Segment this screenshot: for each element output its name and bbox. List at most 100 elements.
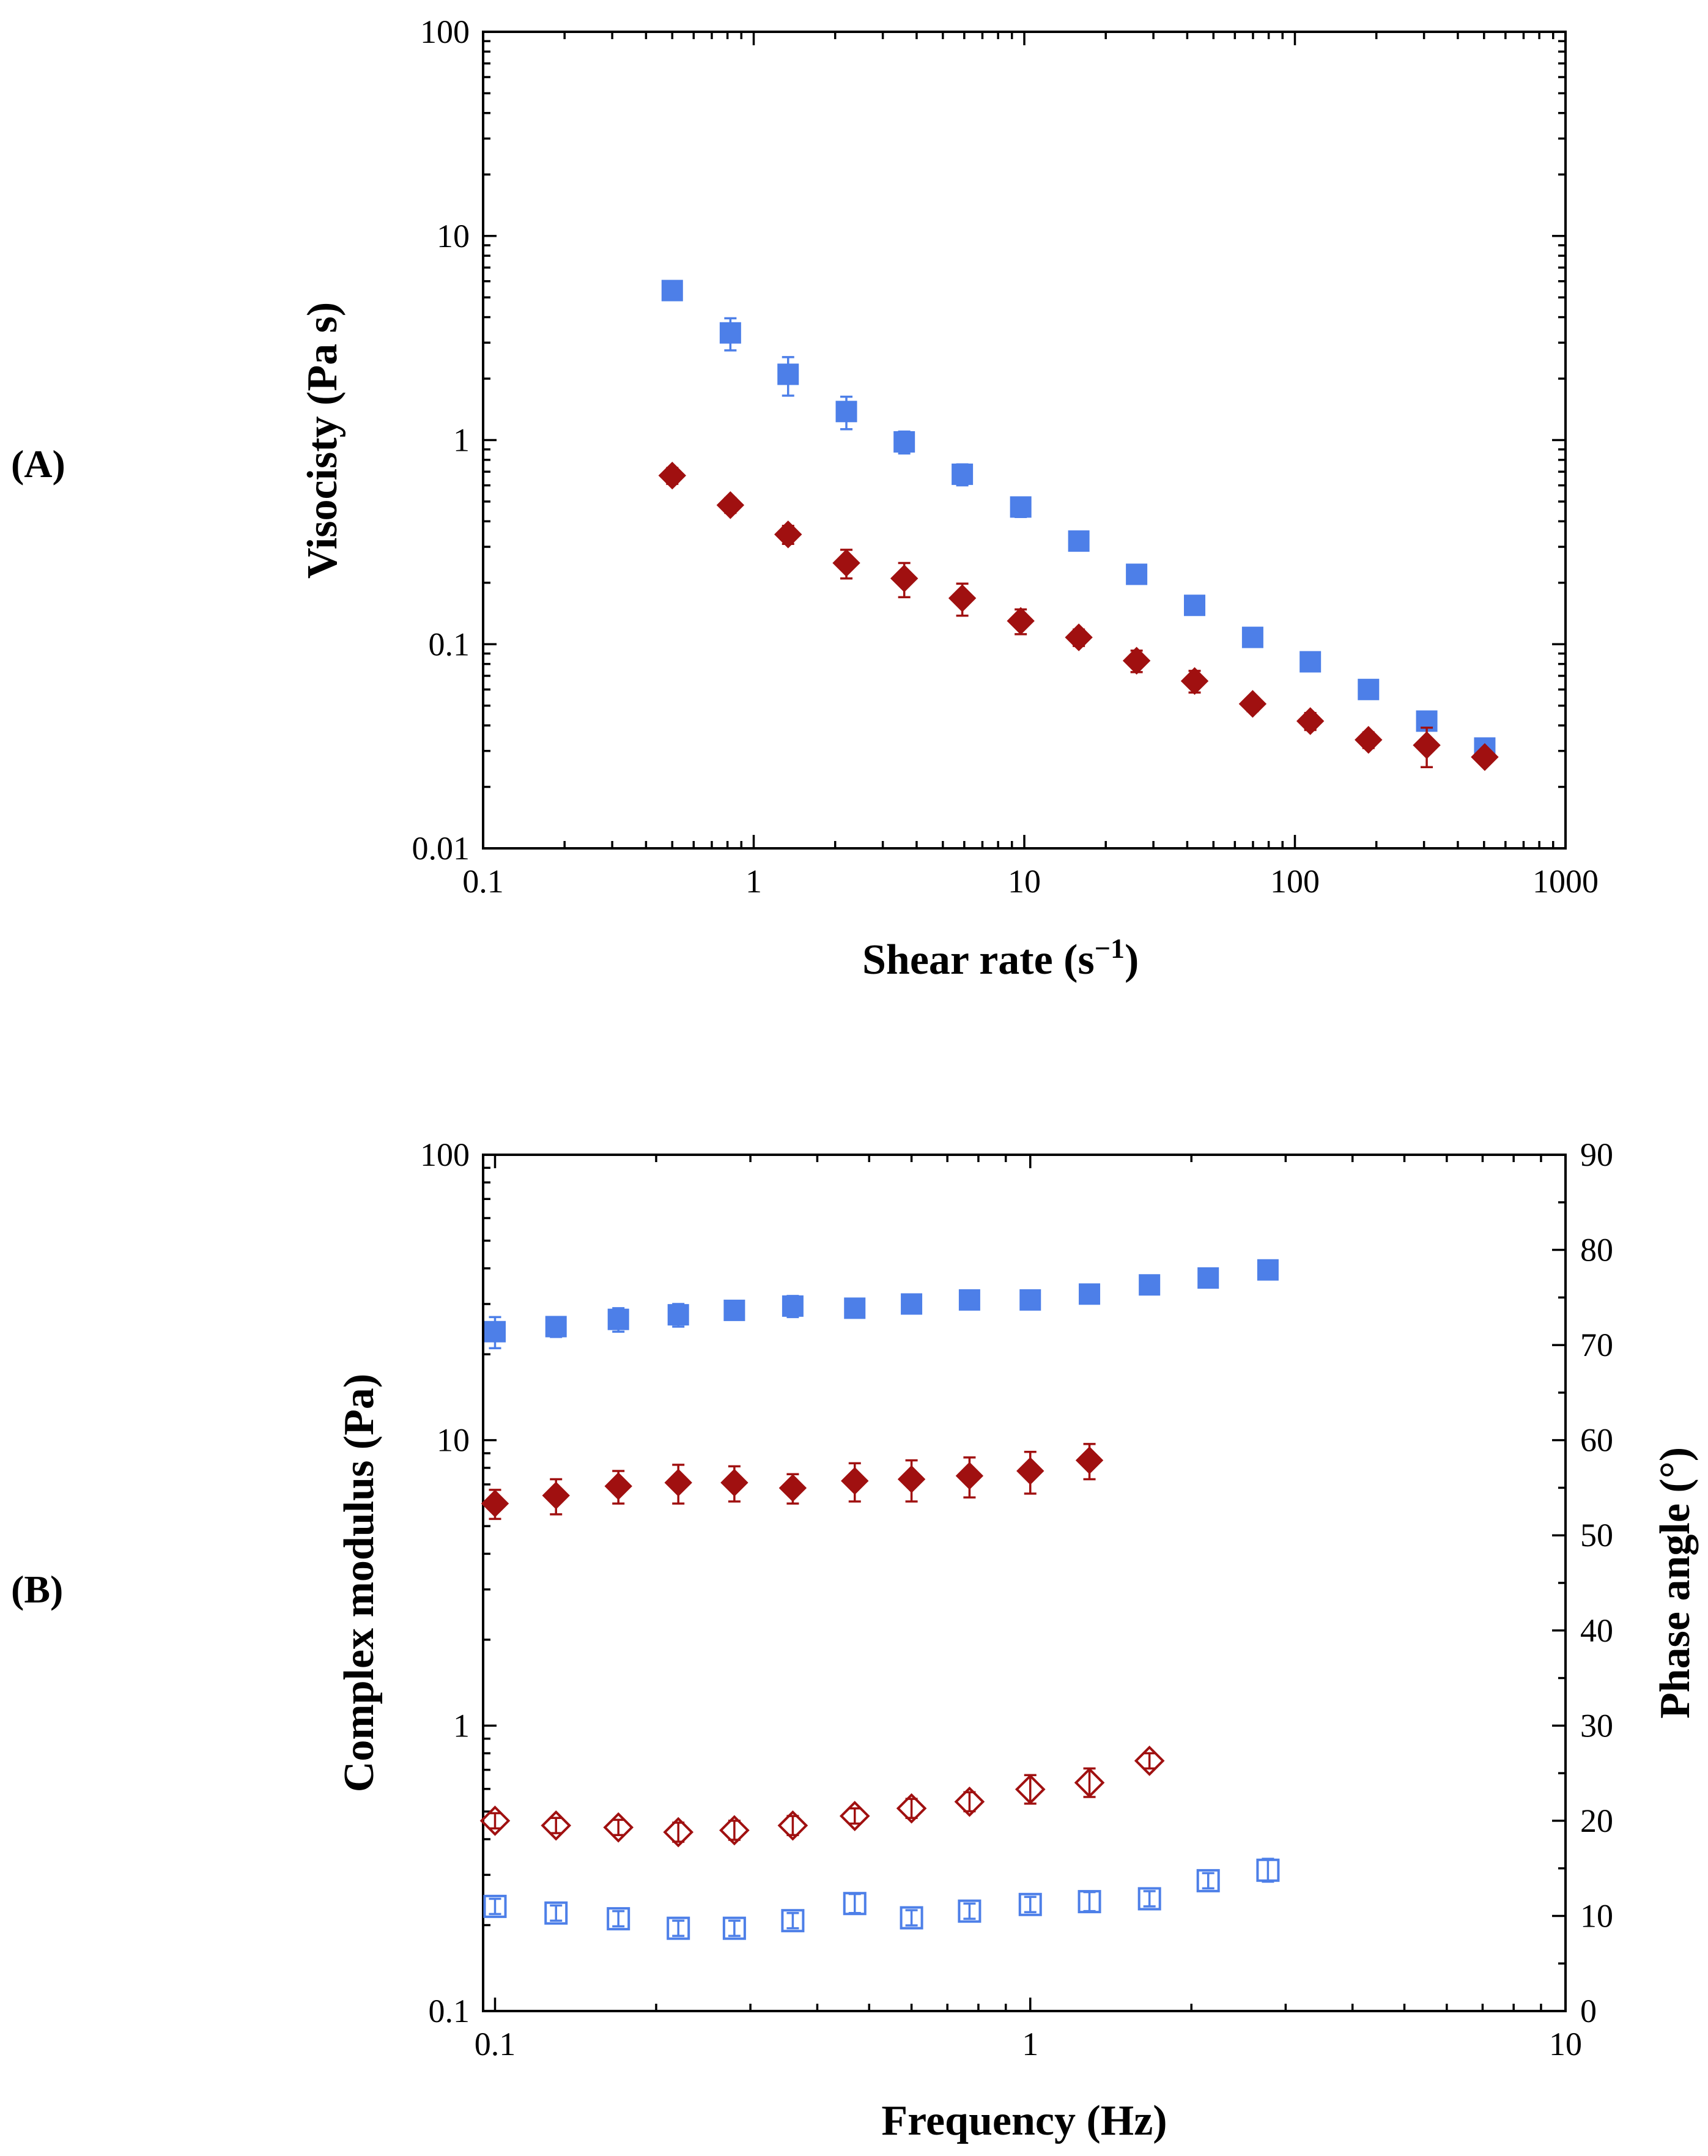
panel-a-point-square [952, 463, 974, 485]
panel-b-point-square [843, 1892, 867, 1916]
panel-a-point-square [893, 431, 915, 453]
panel-b-point-diamond [720, 1469, 749, 1497]
panel-b-point-square [1137, 1887, 1161, 1911]
panel-a-point-square [1241, 626, 1263, 648]
panel-b-y-axis-label: Complex modulus (Pa) [336, 1374, 383, 1792]
panel-a-point-diamond [1065, 623, 1093, 651]
panel-b-y2-tick-label: 80 [1580, 1232, 1613, 1269]
panel-a-x-axis-label-close: ) [1125, 936, 1139, 984]
panel-a-point-diamond [774, 520, 802, 549]
panel-a-point-square [1358, 678, 1380, 700]
panel-b-y-tick-label: 1 [453, 1707, 470, 1744]
panel-b-point-diamond [778, 1474, 807, 1502]
panel-a-point-diamond [890, 565, 919, 593]
panel-b-point-square [545, 1316, 567, 1338]
panel-b-point-diamond [897, 1465, 926, 1494]
panel-a-marks [658, 280, 1499, 771]
panel-b-y2-tick-label: 50 [1580, 1517, 1613, 1554]
panel-a-point-square [777, 363, 799, 385]
panel-a-y-tick-label: 0.01 [412, 830, 470, 867]
panel-b-point-diamond [719, 1815, 750, 1846]
panel-b-point-square [781, 1909, 805, 1933]
panel-b-point-diamond [479, 1806, 511, 1836]
panel-a-x-tick-label: 0.1 [462, 863, 504, 900]
panel-b-y2-tick-label: 20 [1580, 1802, 1613, 1839]
panel-b-point-square [607, 1308, 629, 1330]
panel-b-y-tick-label: 0.1 [429, 1993, 470, 2029]
panel-b-point-diamond [1134, 1746, 1165, 1776]
panel-a-point-diamond [1471, 743, 1499, 771]
panel-b-x-tick-label: 1 [1022, 2026, 1038, 2062]
panel-a-plot-frame [482, 31, 1567, 850]
panel-a-point-square [1126, 563, 1148, 585]
panel-b-y-ticks: 0.1 1 10 100 [420, 1136, 497, 2029]
panel-b-point-diamond [777, 1810, 808, 1841]
panel-b-point-diamond [542, 1481, 570, 1510]
panel-a-point-diamond [832, 549, 860, 577]
panel-b-y2-tick-label: 40 [1580, 1612, 1613, 1649]
panel-b-y2-tick-label: 10 [1580, 1897, 1613, 1934]
panel-a-point-square [1010, 496, 1032, 518]
panel-b-y2-ticks: 0 10 20 30 40 50 60 70 80 90 [1552, 1136, 1613, 2029]
panel-a-x-ticks: 0.1 1 10 100 1000 [462, 32, 1599, 900]
panel-b-point-square [1078, 1890, 1101, 1914]
panel-b-point-square [723, 1299, 745, 1321]
panel-b-x-tick-label: 0.1 [475, 2026, 516, 2062]
panel-b-y2-axis-label: Phase angle (°) [1652, 1447, 1699, 1719]
panel-b-y2-tick-label: 0 [1580, 1993, 1597, 2029]
panel-b-y2-tick-label: 60 [1580, 1422, 1613, 1459]
panel-b-x-ticks: 0.1 1 10 [475, 1155, 1582, 2062]
panel-b-point-diamond [604, 1472, 632, 1500]
panel-a-point-diamond [1180, 667, 1209, 695]
panel-a-y-ticks: 0.01 0.1 1 10 100 [412, 13, 1566, 867]
panel-b-y2-tick-label: 90 [1580, 1136, 1613, 1173]
panel-a-point-square [835, 401, 857, 423]
panel-a-point-square [661, 280, 683, 302]
panel-b-y2-tick-label: 70 [1580, 1327, 1613, 1363]
panel-b-point-square [1019, 1289, 1041, 1311]
panel-b-point-square [901, 1293, 923, 1315]
panel-b-point-diamond [663, 1817, 694, 1848]
panel-b-x-axis-label: Frequency (Hz) [881, 2097, 1167, 2144]
panel-b-point-square [1139, 1274, 1161, 1296]
panel-a-x-tick-label: 100 [1270, 863, 1320, 900]
panel-b-point-square [900, 1906, 923, 1930]
panel-b-plot-frame [482, 1154, 1567, 2012]
panel-a-point-diamond [948, 584, 977, 612]
panel-b-point-square [1257, 1259, 1279, 1281]
panel-b-label: (B) [11, 1568, 63, 1611]
panel-a-x-axis-label-superscript: −1 [1095, 933, 1125, 964]
panel-a-point-diamond [1355, 725, 1383, 754]
panel-a-point-diamond [658, 461, 687, 490]
panel-b-point-diamond [1075, 1446, 1104, 1475]
panel-a-x-axis-label: Shear rate (s−1) [862, 933, 1139, 984]
panel-b-x-tick-label: 10 [1549, 2026, 1582, 2062]
panel-b-point-square [1196, 1869, 1220, 1892]
panel-b-y2-tick-label: 30 [1580, 1707, 1613, 1744]
panel-a-y-tick-label: 0.1 [429, 626, 470, 662]
panel-b-point-square [484, 1321, 506, 1343]
panel-b-point-diamond [664, 1469, 692, 1497]
panel-a-x-tick-label: 10 [1008, 863, 1041, 900]
panel-a-x-axis-label-main: Shear rate (s [862, 936, 1095, 984]
panel-b-point-square [958, 1899, 982, 1923]
panel-b-point-square [958, 1289, 980, 1311]
panel-b-y-tick-label: 100 [420, 1136, 470, 1173]
panel-b-point-diamond [541, 1810, 572, 1841]
panel-b-y-tick-label: 10 [437, 1422, 470, 1459]
panel-a-point-diamond [1296, 707, 1325, 735]
panel-b-point-diamond [955, 1462, 984, 1490]
panel-b-point-diamond [954, 1786, 985, 1817]
panel-b-point-diamond [839, 1801, 870, 1831]
panel-a-point-square [719, 322, 741, 344]
panel-a-point-diamond [1007, 607, 1035, 635]
panel-a-x-tick-label: 1 [745, 863, 762, 900]
panel-a-point-square [1299, 651, 1322, 673]
panel-a-y-tick-label: 100 [420, 13, 470, 50]
panel-a-point-square [1184, 595, 1206, 617]
panel-b-point-diamond [1015, 1774, 1046, 1805]
panel-a-y-axis-label: Visocisty (Pa s) [299, 302, 346, 579]
